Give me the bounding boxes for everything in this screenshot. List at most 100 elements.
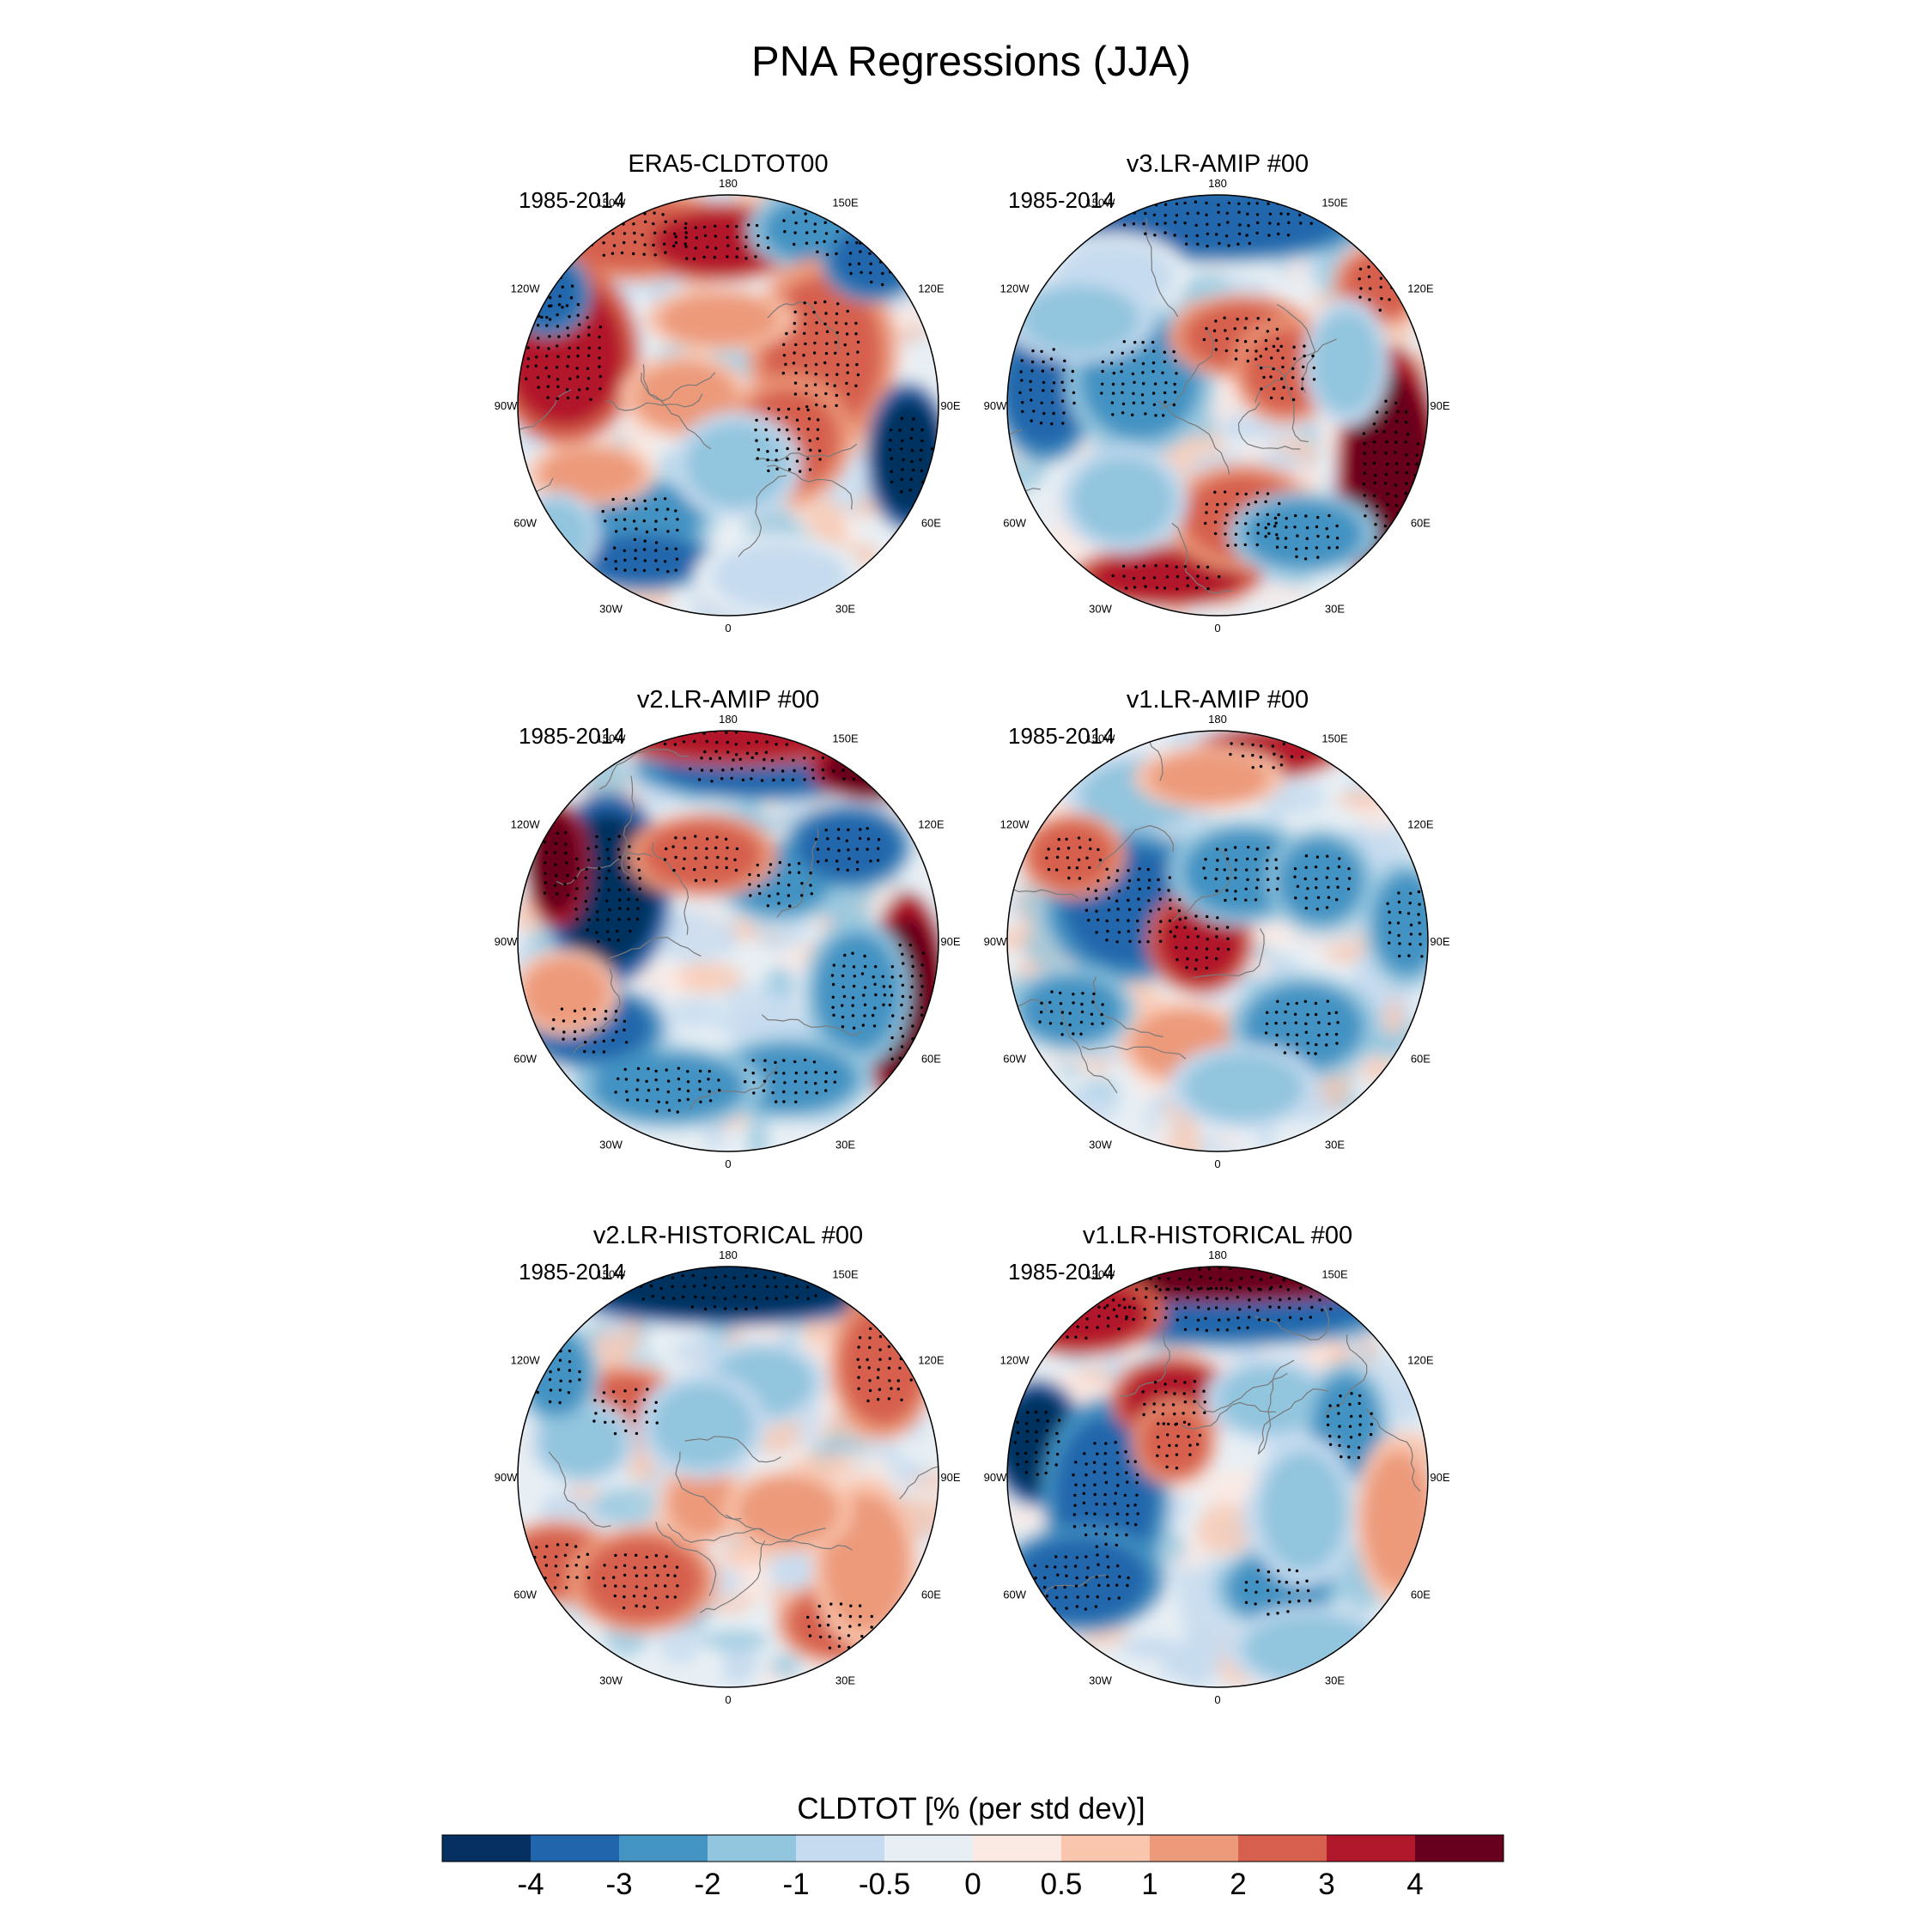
significance-dot: [1300, 755, 1304, 759]
significance-dot: [1239, 1277, 1243, 1280]
significance-dot: [1157, 908, 1161, 911]
significance-dot: [626, 1098, 629, 1102]
significance-dot: [1416, 505, 1419, 508]
significance-dot: [1086, 1294, 1091, 1297]
significance-dot: [602, 1029, 605, 1032]
significance-dot: [1084, 1583, 1087, 1587]
significance-dot: [605, 1010, 608, 1013]
significance-dot: [854, 221, 859, 224]
significance-dot: [1370, 1412, 1373, 1415]
significance-dot: [647, 1089, 651, 1092]
significance-dot: [523, 1576, 526, 1580]
significance-dot: [1186, 935, 1190, 939]
significance-dot: [1372, 422, 1376, 426]
colorbar-tick-label: 0.5: [1041, 1868, 1083, 1901]
coastline: [1159, 326, 1214, 410]
significance-dot: [793, 321, 796, 325]
significance-dot: [675, 1565, 679, 1569]
significance-dot: [1306, 1013, 1309, 1017]
significance-dot: [1052, 348, 1055, 351]
significance-dot: [793, 231, 797, 234]
significance-dot: [548, 335, 551, 338]
significance-dot: [877, 1368, 880, 1371]
significance-dot: [1273, 516, 1278, 520]
significance-dot: [692, 1264, 695, 1267]
significance-dot: [1347, 867, 1351, 871]
significance-dot: [546, 396, 550, 399]
significance-dot: [1325, 527, 1328, 531]
significance-dot: [1386, 492, 1389, 495]
significance-dot: [1358, 277, 1361, 281]
significance-dot: [586, 908, 589, 911]
significance-dot: [1244, 522, 1248, 526]
significance-dot: [622, 1606, 626, 1610]
significance-dot: [1116, 1512, 1120, 1516]
significance-dot: [1115, 878, 1119, 883]
significance-dot: [623, 1389, 627, 1393]
significance-dot: [1050, 401, 1054, 404]
anomaly-blob: [1012, 1537, 1149, 1623]
anomaly-blob: [1216, 1129, 1237, 1148]
significance-dot: [1163, 391, 1167, 395]
significance-dot: [1238, 1286, 1242, 1290]
significance-dot: [1105, 939, 1109, 942]
significance-dot: [825, 382, 829, 386]
significance-dot: [910, 449, 914, 453]
significance-dot: [859, 250, 862, 253]
significance-dot: [604, 1017, 607, 1021]
significance-dot: [1110, 401, 1115, 404]
significance-dot: [805, 405, 809, 409]
significance-dot: [567, 334, 570, 337]
significance-dot: [1121, 402, 1126, 406]
significance-dot: [545, 1545, 549, 1548]
significance-dot: [1076, 1595, 1079, 1599]
significance-dot: [832, 1013, 835, 1017]
significance-dot: [836, 828, 841, 831]
significance-dot: [615, 1030, 618, 1034]
significance-dot: [623, 1553, 628, 1557]
significance-dot: [713, 256, 716, 259]
significance-dot: [890, 252, 893, 256]
significance-dot: [636, 907, 640, 910]
significance-dot: [1054, 1555, 1058, 1558]
significance-dot: [1269, 375, 1273, 379]
significance-dot: [694, 226, 697, 229]
significance-dot: [1364, 514, 1367, 518]
significance-dot: [1296, 534, 1299, 538]
significance-dot: [558, 1358, 562, 1362]
significance-dot: [1340, 1455, 1343, 1459]
significance-dot: [1186, 1285, 1190, 1290]
significance-dot: [594, 1028, 598, 1031]
significance-dot: [774, 1060, 777, 1064]
significance-dot: [601, 213, 605, 216]
significance-dot: [846, 363, 849, 367]
significance-dot: [1290, 386, 1293, 391]
significance-dot: [1111, 574, 1115, 578]
significance-dot: [671, 732, 676, 736]
significance-dot: [1261, 1267, 1265, 1269]
significance-dot: [1395, 420, 1399, 423]
significance-dot: [848, 857, 851, 860]
significance-dot: [909, 1378, 913, 1382]
significance-dot: [1309, 1315, 1312, 1319]
significance-dot: [855, 860, 860, 864]
significance-dot: [1274, 521, 1278, 525]
significance-dot: [1042, 380, 1046, 385]
significance-dot: [1314, 1052, 1317, 1055]
significance-dot: [1269, 1275, 1273, 1279]
significance-dot: [890, 457, 893, 460]
significance-dot: [1282, 742, 1285, 746]
significance-dot: [836, 302, 840, 306]
significance-dot: [921, 951, 925, 955]
significance-dot: [634, 1388, 638, 1391]
significance-dot: [611, 1420, 615, 1424]
significance-dot: [1088, 866, 1091, 870]
coastline: [767, 465, 853, 510]
significance-dot: [1047, 848, 1050, 851]
significance-dot: [852, 777, 856, 781]
significance-dot: [1259, 764, 1263, 769]
longitude-label: 60E: [921, 1053, 941, 1066]
significance-dot: [848, 263, 852, 266]
significance-dot: [750, 756, 754, 760]
longitude-label: 120E: [1407, 818, 1434, 831]
